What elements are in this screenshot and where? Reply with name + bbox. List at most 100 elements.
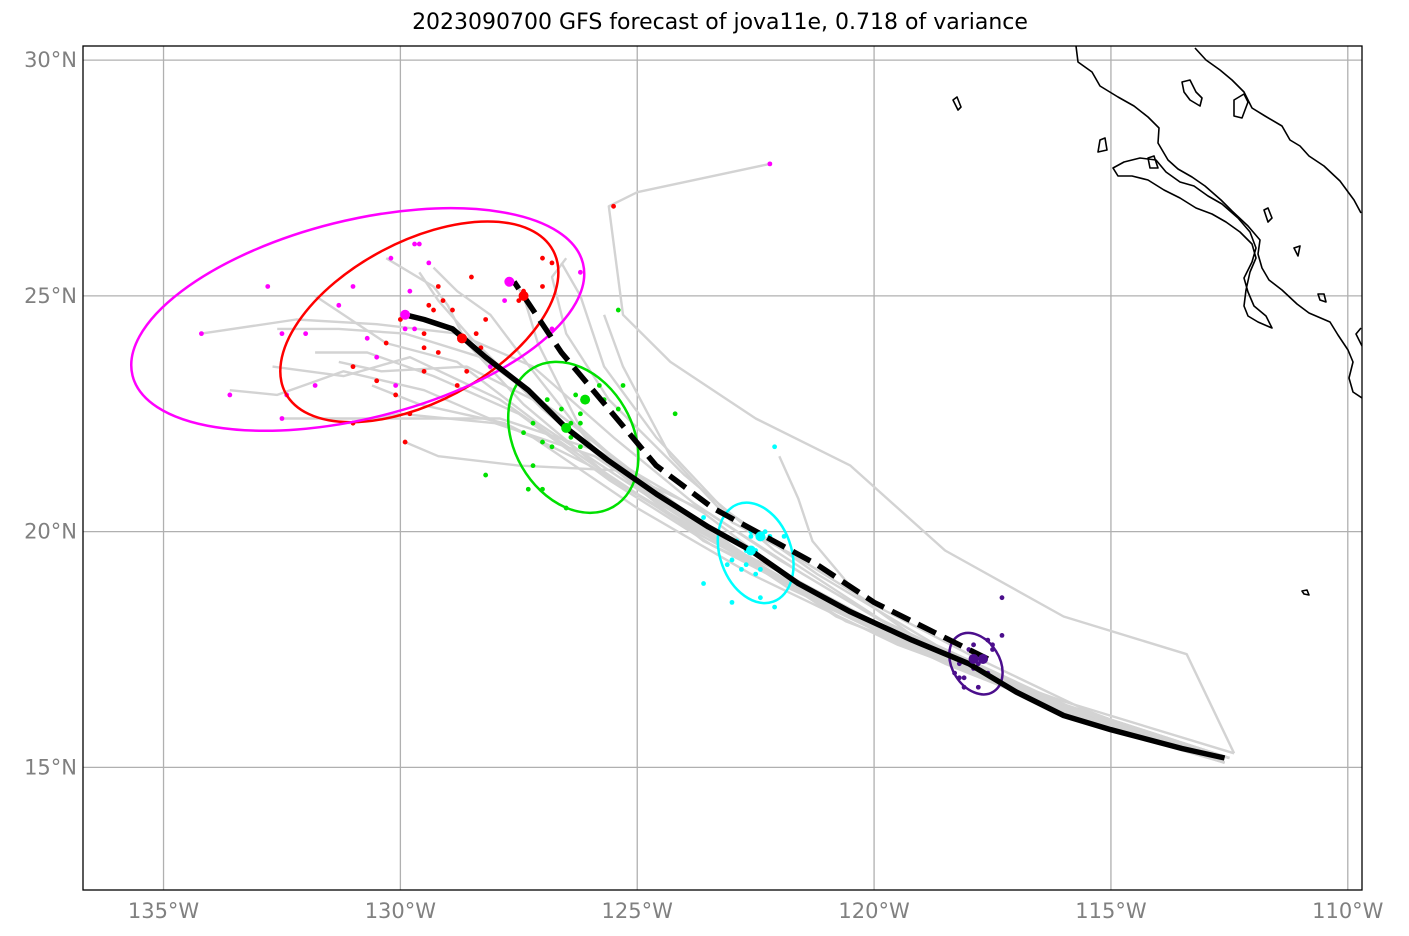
spread-ellipse (716, 501, 795, 605)
ensemble-position-dot (421, 331, 427, 337)
ensemble-position-dot (540, 255, 545, 261)
ensemble-track (560, 262, 1230, 760)
lon-tick-label: 110°W (1312, 899, 1384, 923)
ensemble-position-dot (971, 642, 976, 648)
ensemble-position-dot (303, 331, 309, 337)
ensemble-position-dot (573, 392, 579, 398)
ensemble-position-dot (435, 284, 441, 289)
ensemble-position-dot (753, 571, 759, 577)
ensemble-position-dot (739, 566, 744, 572)
ensemble-position-dot (781, 533, 787, 539)
ensemble-position-dot (412, 241, 417, 247)
spread-ellipse (506, 360, 640, 515)
ensemble-position-dot (540, 284, 545, 289)
ensemble-position-dot (364, 335, 370, 341)
ensemble-position-dot (487, 364, 493, 370)
ensemble-position-dot (961, 675, 967, 681)
lat-tick-label: 15°N (24, 755, 77, 779)
map-title: 2023090700 GFS forecast of jova11e, 0.71… (412, 10, 1028, 35)
graticule-grid (83, 46, 1362, 890)
group-control-marker (400, 309, 411, 320)
ensemble-track (282, 417, 1230, 760)
ensemble-position-dot (431, 307, 436, 313)
ensemble-position-dot (426, 302, 432, 308)
ensemble-position-dot (615, 307, 621, 313)
lon-tick-label: 130°W (365, 899, 437, 923)
baja-california-coastline (952, 46, 1362, 596)
ensemble-position-dot (502, 298, 507, 304)
ensemble-position-dot (464, 368, 470, 374)
ensemble-position-dot (743, 562, 749, 568)
control-track-dashed (511, 280, 990, 662)
ensemble-position-dot (393, 383, 399, 388)
ensemble-position-dot (577, 444, 583, 450)
ensemble-mean-track (404, 312, 1226, 761)
group-control-marker (518, 290, 529, 301)
lon-tick-label: 120°W (838, 899, 910, 923)
ensemble-track (385, 257, 1230, 760)
spread-ellipse (948, 631, 1004, 696)
ensemble-position-dot (407, 288, 413, 294)
group-control-marker (580, 394, 591, 405)
ensemble-position-dot (521, 430, 526, 436)
ensemble-position-dot (772, 444, 778, 450)
group-control-marker (978, 653, 989, 664)
group-mean-marker (561, 422, 572, 433)
ensemble-position-dot (577, 269, 583, 275)
ensemble-position-dot (525, 486, 531, 492)
ensemble-position-dot (393, 392, 399, 398)
ensemble-position-dot (265, 284, 271, 289)
ensemble-position-dot (402, 326, 408, 332)
ensemble-position-dot (450, 307, 455, 313)
ensemble-position-dot (426, 260, 432, 266)
group-centers (400, 276, 989, 664)
ensemble-position-dot (611, 203, 616, 209)
ensemble-position-dot (549, 260, 555, 266)
spread-ellipses (130, 206, 1004, 696)
ensemble-position-dot (279, 416, 285, 421)
ensemble-position-dot (227, 392, 233, 398)
ensemble-position-dot (772, 604, 778, 610)
ensemble-position-dot (454, 383, 460, 388)
lon-tick-label: 115°W (1075, 899, 1147, 923)
ensemble-position-dot (530, 463, 536, 469)
ensemble-position-dot (757, 566, 763, 572)
ensemble-position-dot (577, 420, 583, 426)
ensemble-position-dot (374, 378, 380, 384)
ensemble-position-dot (388, 255, 394, 261)
ensemble-position-dot (672, 411, 678, 417)
spread-ellipse (279, 220, 560, 424)
ensemble-position-dot (701, 581, 706, 586)
ensemble-position-dot (421, 368, 427, 374)
ensemble-position-dot (975, 684, 981, 690)
ensemble-track (432, 266, 1225, 764)
ensemble-track (314, 294, 1225, 764)
ensemble-position-dot (279, 331, 285, 337)
ensemble-position-dot (549, 444, 555, 450)
ensemble-tracks (201, 162, 1236, 764)
latitude-ticks: 15°N 20°N 25°N 30°N (24, 48, 77, 779)
ensemble-position-dot (412, 326, 417, 332)
ensemble-position-dot (757, 595, 763, 601)
ensemble-track (607, 162, 1236, 754)
lon-tick-label: 135°W (128, 899, 200, 923)
ensemble-position-dot (483, 317, 489, 322)
lat-tick-label: 30°N (24, 48, 77, 72)
plot-frame (82, 45, 1363, 891)
ensemble-position-dot (473, 331, 479, 337)
ensemble-position-dot (350, 364, 356, 370)
ensemble-positions (199, 161, 1005, 690)
group-mean-marker (968, 653, 979, 664)
ensemble-position-dot (435, 350, 441, 355)
longitude-ticks: 135°W 130°W 125°W 120°W 115°W 110°W (128, 899, 1384, 923)
ensemble-position-dot (577, 411, 583, 417)
group-mean-marker (504, 276, 515, 287)
ensemble-position-dot (440, 298, 446, 304)
ensemble-position-dot (421, 345, 427, 351)
ensemble-position-dot (402, 439, 408, 445)
ensemble-position-dot (701, 515, 706, 520)
ensemble-position-dot (312, 383, 318, 388)
lon-tick-label: 125°W (602, 899, 674, 923)
ensemble-position-dot (530, 420, 536, 426)
